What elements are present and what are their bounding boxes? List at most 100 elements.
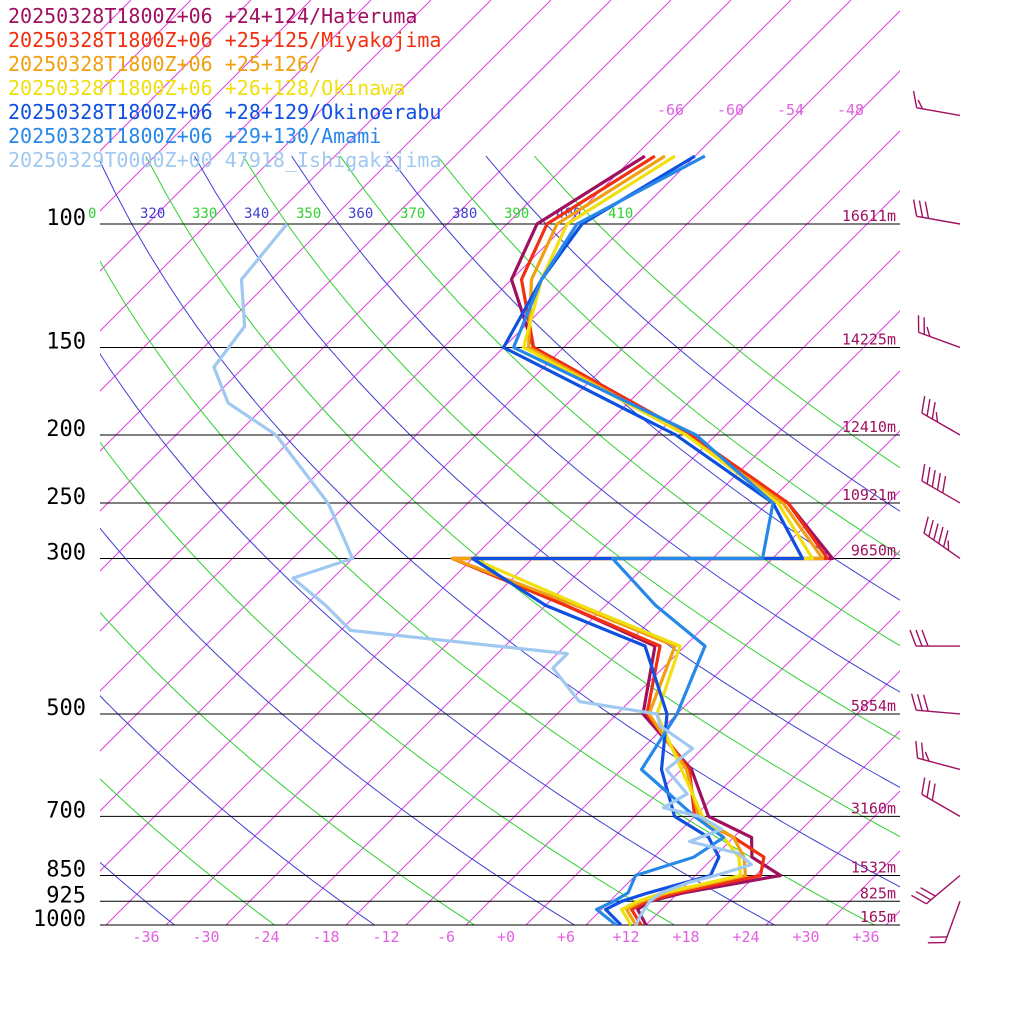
theta-label: 410 xyxy=(608,206,633,222)
barb-feather xyxy=(917,99,924,110)
isotherm-label: -48 xyxy=(837,101,864,119)
barb-staff xyxy=(923,532,961,560)
series-line-5 xyxy=(512,154,775,927)
height-label: 16611m xyxy=(842,207,896,225)
wind-barb xyxy=(911,874,961,905)
dry-adiabat-line xyxy=(100,861,176,925)
isotherm-line xyxy=(285,310,900,925)
isotherm-label: -66 xyxy=(657,101,684,119)
barb-feather xyxy=(909,629,917,647)
dry-adiabat-line xyxy=(100,611,476,925)
wind-barb xyxy=(927,901,961,944)
legend: 20250328T1800Z+06 +24+124/Hateruma202503… xyxy=(8,4,441,172)
barb-feather xyxy=(912,199,918,217)
isotherm-line xyxy=(825,850,900,925)
height-label: 9650m xyxy=(851,541,896,559)
wind-barb xyxy=(909,629,960,647)
barb-feather xyxy=(926,466,931,485)
isobar-lines xyxy=(100,223,900,926)
isotherm-line xyxy=(345,370,900,925)
dry-adiabat-line xyxy=(291,155,900,693)
height-label: 10921m xyxy=(842,486,896,504)
legend-item: 20250328T1800Z+06 +25+125/Miyakojima xyxy=(8,28,441,52)
isotherm-line xyxy=(100,0,852,752)
barb-feather xyxy=(911,894,927,905)
isotherm-line xyxy=(100,0,792,692)
dry-adiabat-line xyxy=(100,778,276,925)
theta-labels: 0 320 330 340 350 360 370 380 390 400 410 xyxy=(88,206,633,222)
isotherm-line xyxy=(1006,0,1024,925)
wind-barb xyxy=(921,396,961,436)
legend-item: 20250329T0000Z+00 47918_Ishigakijima xyxy=(8,148,441,172)
theta-label: 370 xyxy=(400,206,425,222)
barb-feather xyxy=(931,469,936,488)
x-tick-label: -30 xyxy=(192,928,219,946)
dry-adiabat-line xyxy=(100,527,576,925)
x-tick-label: +24 xyxy=(732,928,759,946)
barb-feather xyxy=(921,777,926,795)
x-tick-label: +6 xyxy=(557,928,575,946)
isotherm-line xyxy=(100,0,372,272)
wind-barb xyxy=(917,315,961,349)
barb-feather xyxy=(912,90,918,108)
legend-item: 20250328T1800Z+06 +25+126/ xyxy=(8,52,321,76)
barb-staff xyxy=(917,757,961,771)
dry-adiabat-line xyxy=(100,695,376,925)
barb-feather xyxy=(921,463,926,482)
height-label: 1532m xyxy=(851,859,896,877)
barb-staff xyxy=(916,709,961,715)
barb-staff xyxy=(921,793,961,818)
theta-label: 390 xyxy=(504,206,529,222)
barb-feather xyxy=(928,519,934,537)
dry-adiabat-line xyxy=(100,441,676,925)
isotherm-line xyxy=(100,0,552,452)
pressure-label: 925 xyxy=(46,883,86,908)
wind-barb xyxy=(912,90,961,117)
barb-feather xyxy=(926,780,931,798)
barb-feather xyxy=(931,783,936,801)
barb-staff xyxy=(921,480,961,504)
barb-feather xyxy=(924,751,930,762)
barb-staff xyxy=(918,331,961,349)
isotherm-line xyxy=(946,0,1024,925)
isotherm-lines xyxy=(100,0,1024,925)
isotherm-line xyxy=(100,0,312,212)
wind-barb xyxy=(921,777,961,818)
barb-feather xyxy=(920,742,924,760)
isotherm-line xyxy=(100,10,900,812)
pressure-label: 1000 xyxy=(33,907,86,932)
x-tick-label: +18 xyxy=(672,928,699,946)
theta-label: 340 xyxy=(244,206,269,222)
height-label: 12410m xyxy=(842,418,896,436)
x-tick-label: +0 xyxy=(497,928,515,946)
dry-adiabat-line xyxy=(242,155,900,740)
wind-barb xyxy=(912,199,961,225)
wind-barbs xyxy=(909,90,961,944)
legend-item: 20250328T1800Z+06 +29+130/Amami xyxy=(8,124,381,148)
theta-label: 0 xyxy=(88,206,96,222)
theta-label: 380 xyxy=(452,206,477,222)
x-tick-label: -18 xyxy=(312,928,339,946)
barb-feather xyxy=(921,396,926,414)
height-labels: 16611m 14225m 12410m 10921m 9650m 5854m 3160m 1… xyxy=(842,207,896,926)
height-label: 165m xyxy=(860,908,896,926)
series-line-6 xyxy=(212,222,753,926)
barb-feather xyxy=(942,530,949,548)
barb-feather xyxy=(926,326,931,337)
isotherm-line xyxy=(585,610,900,925)
x-tick-label: -6 xyxy=(437,928,455,946)
isotherm-line xyxy=(100,0,612,512)
wind-barb xyxy=(921,463,961,504)
barb-feather xyxy=(935,412,939,423)
pressure-label: 100 xyxy=(46,206,86,231)
height-label: 5854m xyxy=(851,697,896,715)
barb-feather xyxy=(923,516,929,534)
height-label: 14225m xyxy=(842,330,896,348)
isotherm-labels: -66 -60 -54 -48 xyxy=(657,101,864,119)
barb-feather xyxy=(910,693,917,711)
x-tick-label: +30 xyxy=(792,928,819,946)
barb-feather xyxy=(915,890,932,901)
barb-feather xyxy=(916,694,923,711)
pressure-label: 250 xyxy=(46,485,86,510)
